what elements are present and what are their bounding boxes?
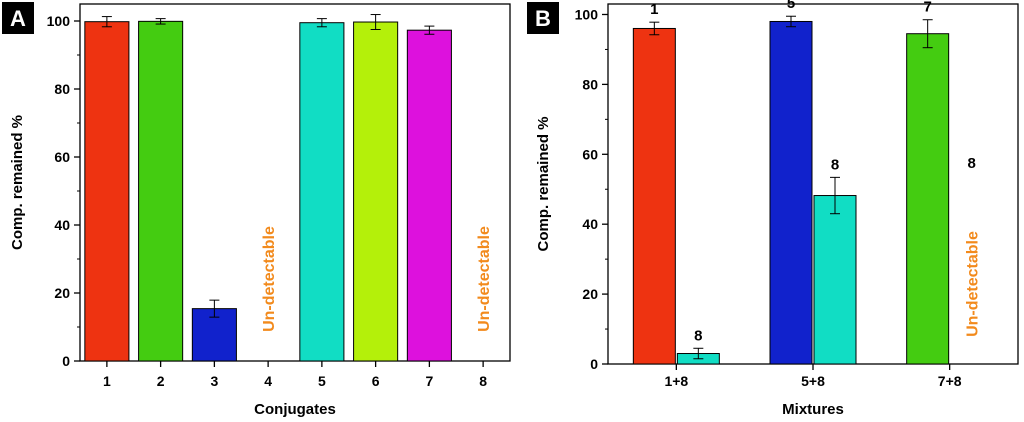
y-axis-label: Comp. remained % [535, 116, 552, 251]
y-tick-label-60: 60 [54, 149, 70, 165]
bar-conjugate-6 [353, 21, 399, 362]
x-tick-label-4: 4 [264, 373, 272, 389]
y-axis-label: Comp. remained % [9, 115, 26, 250]
bar-label-8-in-5+8: 8 [831, 156, 839, 173]
y-tick-label-20: 20 [582, 286, 598, 302]
x-axis-label: Mixtures [782, 401, 844, 418]
panel-b: B 0 20 40 60 80 100 Comp. remained % 1+8 1 8 5+8 5 8… [527, 0, 1019, 418]
bar-8-in-5+8 [813, 195, 857, 365]
x-tick-label-7+8: 7+8 [938, 373, 962, 389]
bar-conjugate-1 [84, 21, 130, 362]
x-tick-label-5+8: 5+8 [801, 373, 825, 389]
y-tick-label-100: 100 [575, 6, 599, 22]
bar-5-in-5+8 [769, 20, 813, 365]
bar-label-7-in-7+8: 7 [923, 0, 931, 16]
y-tick-label-60: 60 [582, 146, 598, 162]
bar-conjugate-5 [299, 22, 345, 362]
y-tick-label-80: 80 [582, 76, 598, 92]
x-tick-label-8: 8 [479, 373, 487, 389]
bar-conjugate-2 [138, 20, 184, 362]
panel-b-letter: B [535, 6, 551, 31]
x-tick-label-3: 3 [210, 373, 218, 389]
bar-label-8-in-7+8: 8 [967, 155, 975, 172]
panel-a-badge [2, 2, 34, 34]
x-tick-label-2: 2 [157, 373, 165, 389]
x-tick-label-1+8: 1+8 [664, 373, 688, 389]
bar-label-8-in-1+8: 8 [694, 327, 702, 344]
y-tick-label-80: 80 [54, 81, 70, 97]
x-tick-label-6: 6 [372, 373, 380, 389]
bar-1-in-1+8 [632, 27, 676, 365]
panel-b-badge [527, 2, 559, 34]
undetectable-label-7+8: Un-detectable [965, 231, 982, 337]
x-axis-label: Conjugates [254, 401, 336, 418]
bar-label-1-in-1+8: 1 [650, 1, 658, 18]
y-tick-label-0: 0 [62, 353, 70, 369]
undetectable-label-4: Un-detectable [261, 226, 278, 332]
x-tick-label-1: 1 [103, 373, 111, 389]
undetectable-label-8: Un-detectable [476, 226, 493, 332]
y-tick-label-40: 40 [582, 216, 598, 232]
plot-frame [79, 3, 511, 362]
bar-label-5-in-5+8: 5 [787, 0, 795, 12]
y-tick-label-100: 100 [47, 13, 71, 29]
panel-a: A 0 20 40 60 80 100 Comp. remained % 1 2 3 4 5 6 7 8 Un… [2, 2, 511, 418]
y-tick-label-20: 20 [54, 285, 70, 301]
y-tick-label-40: 40 [54, 217, 70, 233]
y-tick-label-0: 0 [590, 356, 598, 372]
bar-7-in-7+8 [906, 33, 950, 365]
panel-a-letter: A [10, 6, 26, 31]
bar-conjugate-7 [406, 29, 452, 362]
x-tick-label-7: 7 [425, 373, 433, 389]
x-tick-label-5: 5 [318, 373, 326, 389]
